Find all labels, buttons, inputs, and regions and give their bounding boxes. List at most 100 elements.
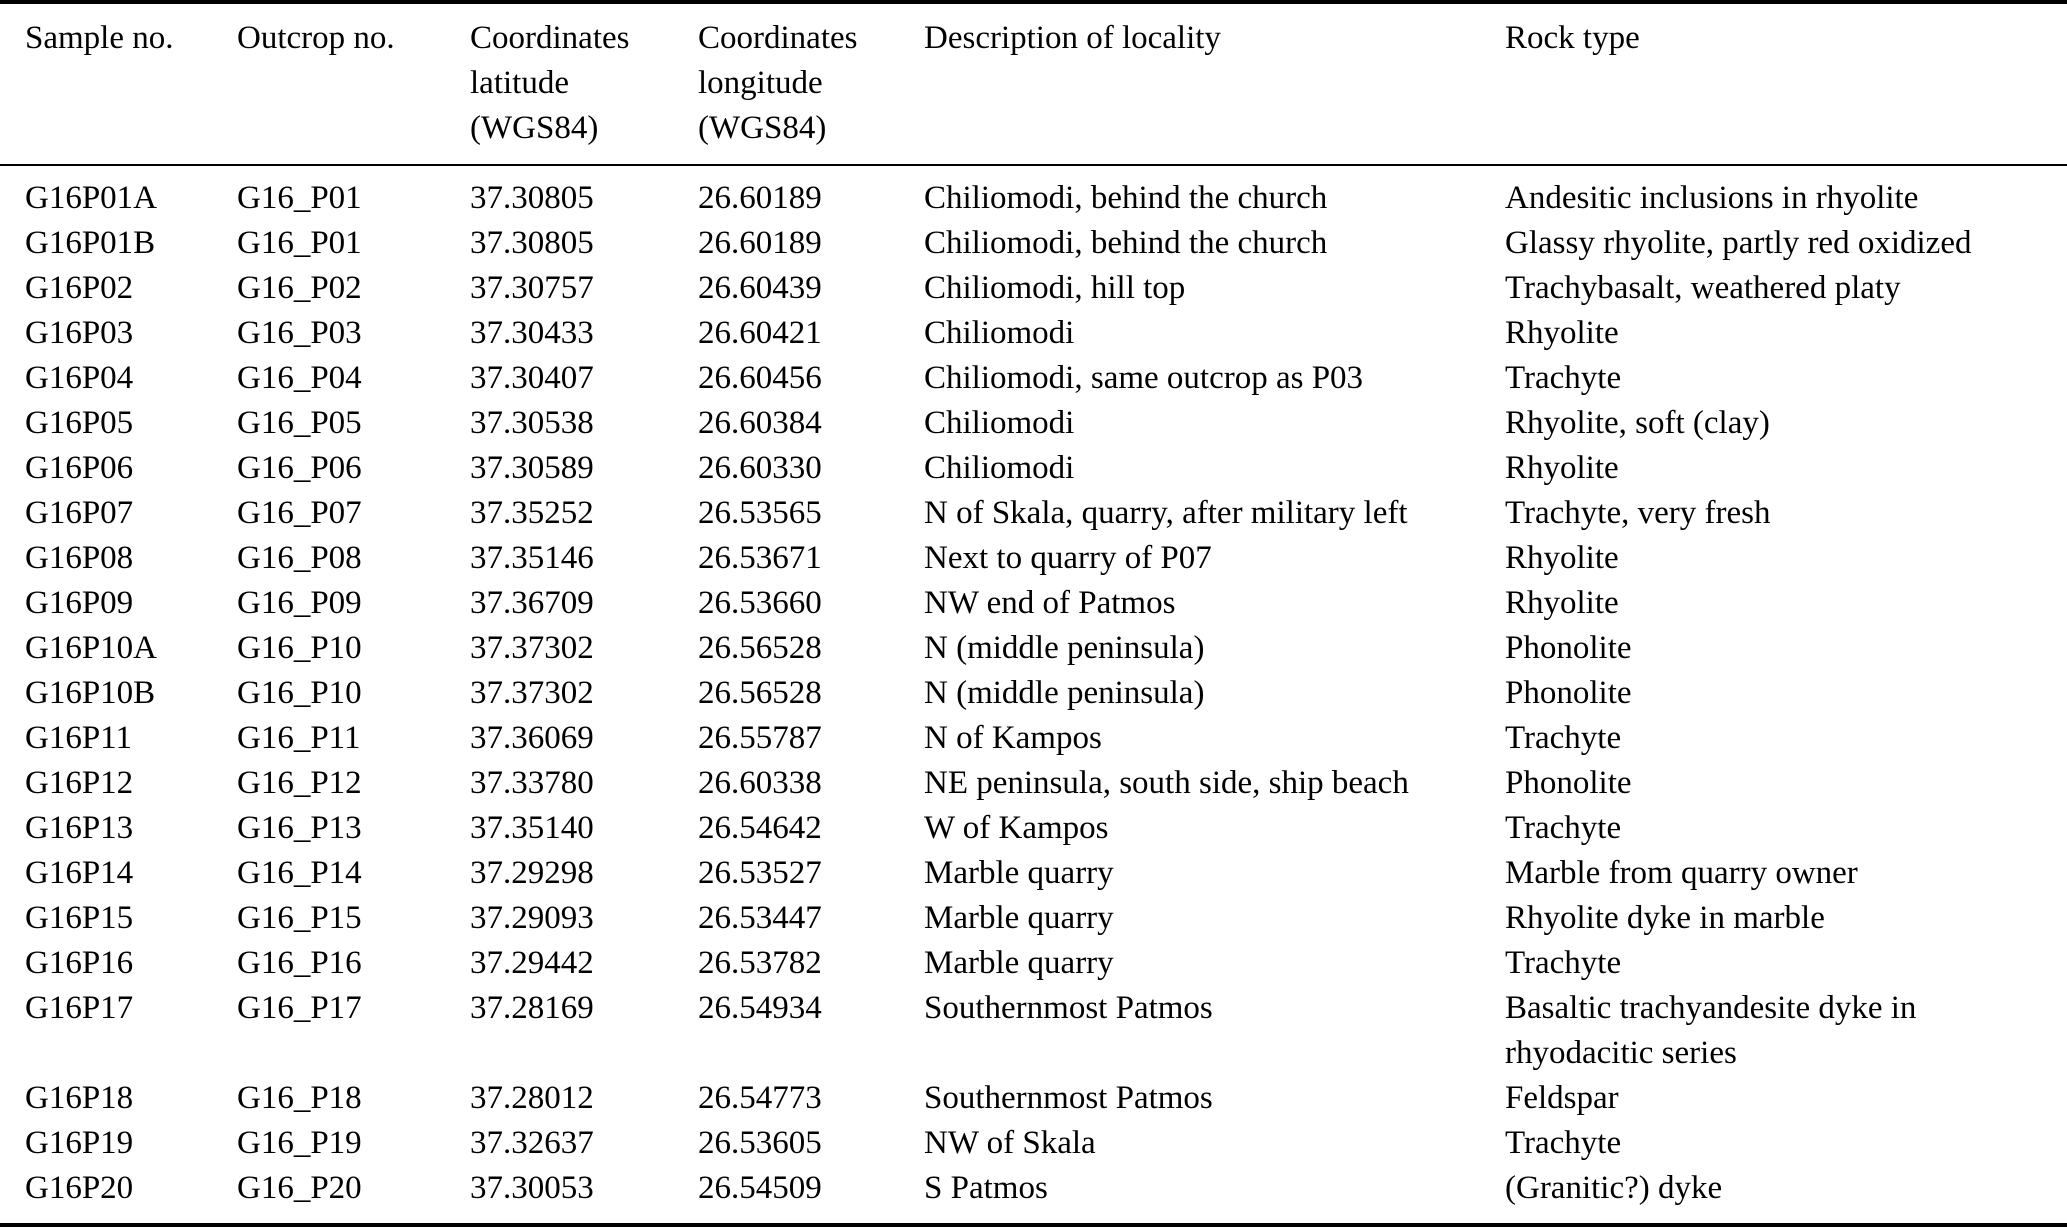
cell-longitude: 26.53605 bbox=[698, 1125, 822, 1161]
table-row: G16P12 G16_P12 37.33780 26.60338 NE peninsul… bbox=[0, 761, 2067, 806]
cell-outcrop-no: G16_P11 bbox=[237, 720, 361, 756]
cell-longitude: 26.60330 bbox=[698, 450, 822, 486]
cell-sample-no: G16P09 bbox=[25, 585, 134, 621]
cell-sample-no: G16P02 bbox=[25, 270, 134, 306]
cell-rock-type: Rhyolite bbox=[1505, 540, 1619, 576]
cell-outcrop-no: G16_P14 bbox=[237, 855, 362, 891]
cell-latitude: 37.32637 bbox=[470, 1125, 594, 1161]
cell-rock-type: Phonolite bbox=[1505, 675, 1632, 711]
cell-longitude: 26.60384 bbox=[698, 405, 822, 441]
cell-description: N of Kampos bbox=[924, 720, 1102, 756]
column-header-coordinates-longitude: Coordinates longitude (WGS84) bbox=[698, 2, 924, 166]
cell-rock-type: Rhyolite bbox=[1505, 585, 1619, 621]
cell-latitude: 37.35252 bbox=[470, 495, 594, 531]
cell-latitude: 37.28169 bbox=[470, 990, 594, 1026]
cell-sample-no: G16P16 bbox=[25, 945, 134, 981]
cell-sample-no: G16P01A bbox=[25, 180, 158, 216]
cell-sample-no: G16P08 bbox=[25, 540, 134, 576]
cell-outcrop-no: G16_P12 bbox=[237, 765, 362, 801]
cell-description: NE peninsula, south side, ship beach bbox=[924, 765, 1409, 801]
cell-description: Marble quarry bbox=[924, 855, 1114, 891]
cell-outcrop-no: G16_P09 bbox=[237, 585, 362, 621]
cell-latitude: 37.30538 bbox=[470, 405, 594, 441]
column-header-sample-no: Sample no. bbox=[0, 2, 237, 166]
cell-description: N of Skala, quarry, after military left bbox=[924, 495, 1408, 531]
cell-outcrop-no: G16_P20 bbox=[237, 1170, 362, 1206]
cell-longitude: 26.53527 bbox=[698, 855, 822, 891]
table-row: G16P20 G16_P20 37.30053 26.54509 S Patmos (Gr… bbox=[0, 1166, 2067, 1225]
column-header-rock-type: Rock type bbox=[1505, 2, 2067, 166]
cell-longitude: 26.53660 bbox=[698, 585, 822, 621]
cell-latitude: 37.28012 bbox=[470, 1080, 594, 1116]
cell-latitude: 37.29093 bbox=[470, 900, 594, 936]
table-row: G16P11 G16_P11 37.36069 26.55787 N of Kampos… bbox=[0, 716, 2067, 761]
cell-description: Marble quarry bbox=[924, 900, 1114, 936]
cell-longitude: 26.60421 bbox=[698, 315, 822, 351]
cell-outcrop-no: G16_P04 bbox=[237, 360, 362, 396]
table-row: G16P15 G16_P15 37.29093 26.53447 Marble quar… bbox=[0, 896, 2067, 941]
cell-longitude: 26.56528 bbox=[698, 675, 822, 711]
cell-description: Southernmost Patmos bbox=[924, 990, 1213, 1026]
cell-description: Chiliomodi bbox=[924, 315, 1075, 351]
cell-outcrop-no: G16_P01 bbox=[237, 180, 362, 216]
cell-latitude: 37.35146 bbox=[470, 540, 594, 576]
cell-rock-type: Trachyte bbox=[1505, 720, 1622, 756]
cell-description: NW of Skala bbox=[924, 1125, 1096, 1161]
cell-rock-type: Glassy rhyolite, partly red oxidized bbox=[1505, 225, 1972, 261]
cell-rock-type: Trachybasalt, weathered platy bbox=[1505, 270, 1901, 306]
cell-longitude: 26.53782 bbox=[698, 945, 822, 981]
cell-outcrop-no: G16_P07 bbox=[237, 495, 362, 531]
cell-rock-type: Basaltic trachyandesite dyke in rhyodaci… bbox=[1505, 990, 1917, 1071]
cell-rock-type: Marble from quarry owner bbox=[1505, 855, 1858, 891]
cell-latitude: 37.29298 bbox=[470, 855, 594, 891]
cell-outcrop-no: G16_P01 bbox=[237, 225, 362, 261]
cell-description: Chiliomodi, hill top bbox=[924, 270, 1186, 306]
table-row: G16P04 G16_P04 37.30407 26.60456 Chiliomodi,… bbox=[0, 356, 2067, 401]
cell-description: N (middle peninsula) bbox=[924, 630, 1205, 666]
cell-rock-type: Feldspar bbox=[1505, 1080, 1619, 1116]
cell-longitude: 26.54934 bbox=[698, 990, 822, 1026]
cell-outcrop-no: G16_P15 bbox=[237, 900, 362, 936]
cell-description: Chiliomodi bbox=[924, 405, 1075, 441]
cell-latitude: 37.30589 bbox=[470, 450, 594, 486]
table-row: G16P06 G16_P06 37.30589 26.60330 Chiliomodi R… bbox=[0, 446, 2067, 491]
table-row: G16P01B G16_P01 37.30805 26.60189 Chiliomodi… bbox=[0, 221, 2067, 266]
cell-sample-no: G16P05 bbox=[25, 405, 134, 441]
cell-longitude: 26.54509 bbox=[698, 1170, 822, 1206]
cell-sample-no: G16P17 bbox=[25, 990, 134, 1026]
cell-rock-type: Trachyte bbox=[1505, 810, 1622, 846]
cell-description: Chiliomodi, behind the church bbox=[924, 225, 1328, 261]
cell-outcrop-no: G16_P18 bbox=[237, 1080, 362, 1116]
cell-longitude: 26.53671 bbox=[698, 540, 822, 576]
cell-rock-type: Trachyte, very fresh bbox=[1505, 495, 1771, 531]
cell-sample-no: G16P20 bbox=[25, 1170, 134, 1206]
cell-outcrop-no: G16_P10 bbox=[237, 675, 362, 711]
cell-latitude: 37.29442 bbox=[470, 945, 594, 981]
header-row: Sample no. Outcrop no. Coordinates latit… bbox=[0, 2, 2067, 166]
table-row: G16P10B G16_P10 37.37302 26.56528 N (middle … bbox=[0, 671, 2067, 716]
cell-outcrop-no: G16_P17 bbox=[237, 990, 362, 1026]
cell-rock-type: Rhyolite bbox=[1505, 450, 1619, 486]
cell-outcrop-no: G16_P13 bbox=[237, 810, 362, 846]
cell-sample-no: G16P15 bbox=[25, 900, 134, 936]
table-row: G16P13 G16_P13 37.35140 26.54642 W of Kampos… bbox=[0, 806, 2067, 851]
cell-description: Marble quarry bbox=[924, 945, 1114, 981]
cell-description: Next to quarry of P07 bbox=[924, 540, 1212, 576]
cell-latitude: 37.35140 bbox=[470, 810, 594, 846]
cell-outcrop-no: G16_P03 bbox=[237, 315, 362, 351]
table-row: G16P16 G16_P16 37.29442 26.53782 Marble quar… bbox=[0, 941, 2067, 986]
cell-sample-no: G16P14 bbox=[25, 855, 134, 891]
column-header-coordinates-latitude: Coordinates latitude (WGS84) bbox=[470, 2, 698, 166]
table-row: G16P05 G16_P05 37.30538 26.60384 Chiliomodi R… bbox=[0, 401, 2067, 446]
cell-description: N (middle peninsula) bbox=[924, 675, 1205, 711]
cell-rock-type: Phonolite bbox=[1505, 630, 1632, 666]
cell-sample-no: G16P10A bbox=[25, 630, 158, 666]
table-row: G16P09 G16_P09 37.36709 26.53660 NW end of P… bbox=[0, 581, 2067, 626]
cell-longitude: 26.54773 bbox=[698, 1080, 822, 1116]
column-header-outcrop-no: Outcrop no. bbox=[237, 2, 470, 166]
column-header-description-of-locality: Description of locality bbox=[924, 2, 1505, 166]
cell-latitude: 37.30407 bbox=[470, 360, 594, 396]
cell-outcrop-no: G16_P19 bbox=[237, 1125, 362, 1161]
